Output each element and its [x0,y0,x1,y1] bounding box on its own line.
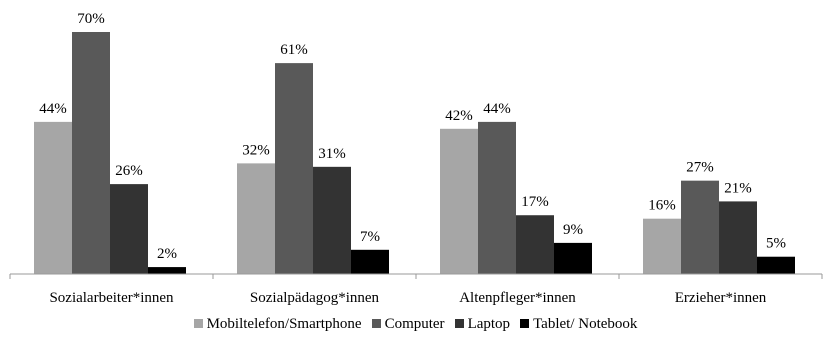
data-label: 5% [766,236,786,252]
bar [643,218,681,274]
bar [351,249,389,274]
data-label: 16% [648,198,676,214]
category-label: Sozialpädagog*innen [250,290,380,306]
bar [554,242,592,274]
bar [719,201,757,274]
legend-label: Tablet/ Notebook [533,316,638,332]
bar [72,32,110,274]
legend-label: Laptop [467,316,511,332]
category-label: Altenpfleger*innen [459,290,576,306]
legend-item: Mobiltelefon/Smartphone [193,316,362,333]
bar [237,163,275,274]
bar [34,121,72,274]
category-label: Sozialarbeiter*innen [49,290,174,306]
legend-swatch [454,319,464,328]
bar [148,267,186,274]
bar [478,121,516,274]
legend-label: Computer [384,316,445,332]
data-label: 31% [318,146,346,162]
data-label: 44% [39,101,67,117]
bar [516,215,554,274]
data-label: 70% [77,11,105,27]
bar [757,256,795,274]
data-label: 42% [445,108,473,124]
bar [313,166,351,274]
data-label: 21% [724,180,752,196]
data-label: 17% [521,194,549,210]
data-label: 44% [483,101,511,117]
bar [681,180,719,274]
legend-swatch [193,319,203,328]
legend-label: Mobiltelefon/Smartphone [206,316,362,332]
bar-chart: 44% 70% 26% 2% 32% 61% 31% 7% 42% 44% 17% 9% 16% 27% 2… [9,11,823,306]
legend-swatch [520,319,530,328]
bar [440,128,478,274]
data-label: 61% [280,42,308,58]
legend-item: Laptop [454,316,511,333]
legend-swatch [371,319,381,328]
bars-group [34,32,795,274]
data-label: 26% [115,163,143,179]
category-label: Erzieher*innen [675,290,767,306]
data-label: 32% [242,142,270,158]
bar [275,63,313,274]
category-labels-group: Sozialarbeiter*innen Sozialpädagog*innen A… [49,290,766,306]
legend: Mobiltelefon/Smartphone Computer Laptop Tab… [0,316,831,333]
value-labels-group: 44% 70% 26% 2% 32% 61% 31% 7% 42% 44% 17% 9% 16% 27% 2… [39,11,786,262]
legend-item: Computer [371,316,445,333]
data-label: 7% [360,229,380,245]
bar [110,184,148,274]
data-label: 2% [157,246,177,262]
legend-item: Tablet/ Notebook [520,316,637,333]
x-axis-ticks [9,274,823,279]
data-label: 9% [563,222,583,238]
data-label: 27% [686,160,714,176]
